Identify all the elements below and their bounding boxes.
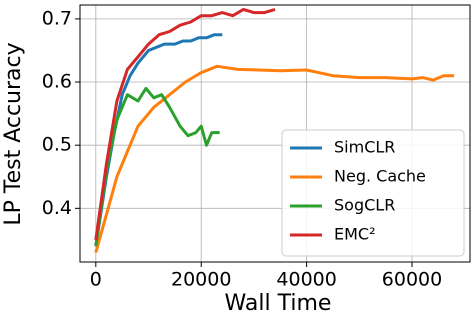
line xyxy=(94,7,276,241)
plot-frame xyxy=(79,4,471,263)
legend-box xyxy=(281,129,465,257)
legend-label: SogCLR xyxy=(334,196,395,215)
line xyxy=(94,86,220,247)
y-tick-label: 0.4 xyxy=(42,197,72,219)
legend-label: EMC² xyxy=(334,225,376,244)
x-tick-label: 20000 xyxy=(171,269,231,291)
legend-label: Neg. Cache xyxy=(334,167,426,186)
y-tick-label: 0.7 xyxy=(42,7,72,29)
line xyxy=(94,33,223,247)
y-tick-label: 0.5 xyxy=(42,134,72,156)
x-tick-label: 40000 xyxy=(276,269,336,291)
x-tick-label: 0 xyxy=(90,269,102,291)
legend-label: SimCLR xyxy=(334,138,395,157)
x-tick-label: 60000 xyxy=(382,269,442,291)
x-axis-label: Wall Time xyxy=(225,291,332,316)
y-tick-label: 0.6 xyxy=(42,71,72,93)
y-axis-label: LP Test Accuracy xyxy=(1,42,26,225)
line xyxy=(94,64,455,253)
